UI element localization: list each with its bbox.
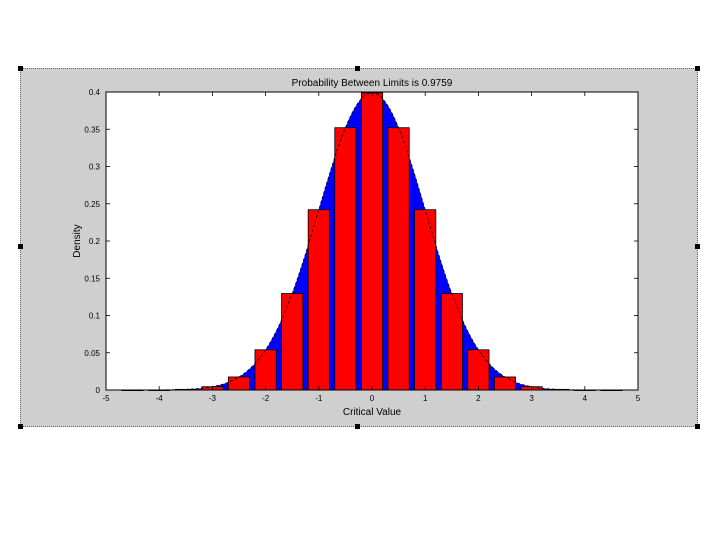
bar (467, 349, 490, 391)
x-tick-label: -5 (102, 394, 110, 403)
y-axis: 0 0.05 0.1 0.15 0.2 0.25 0.3 0.35 0.4 (84, 88, 638, 395)
y-tick-label: 0.15 (84, 274, 100, 283)
resize-handle-middle-right[interactable] (695, 244, 700, 249)
chart-title: Probability Between Limits is 0.9759 (292, 78, 453, 89)
x-axis: -5 -4 -3 -2 -1 0 1 2 3 4 5 (102, 92, 641, 403)
bar (307, 209, 330, 391)
x-tick-label: -2 (262, 394, 270, 403)
y-tick-label: 0.2 (89, 237, 101, 246)
resize-handle-top-middle[interactable] (355, 66, 360, 71)
y-tick-label: 0.4 (89, 88, 101, 97)
y-tick-label: 0.05 (84, 349, 100, 358)
x-tick-label: 3 (529, 394, 534, 403)
bar (281, 293, 304, 391)
bar (227, 376, 251, 391)
x-tick-label: -1 (315, 394, 323, 403)
x-tick-label: -3 (209, 394, 217, 403)
bar (387, 127, 410, 391)
y-axis-label: Density (72, 224, 83, 257)
y-tick-label: 0.25 (84, 200, 100, 209)
y-tick-label: 0.3 (89, 163, 101, 172)
x-tick-label: 5 (636, 394, 641, 403)
bar (493, 376, 517, 391)
bar (414, 209, 437, 391)
x-tick-label: 1 (423, 394, 428, 403)
x-axis-label: Critical Value (343, 407, 402, 418)
x-tick-label: -4 (156, 394, 164, 403)
resize-handle-middle-left[interactable] (18, 244, 23, 249)
bar (440, 293, 463, 391)
resize-handle-bottom-middle[interactable] (355, 424, 360, 429)
x-tick-label: 2 (476, 394, 481, 403)
bar (360, 92, 384, 391)
x-tick-label: 0 (370, 394, 375, 403)
y-tick-label: 0.1 (89, 312, 101, 321)
y-tick-label: 0.35 (84, 125, 100, 134)
bar (254, 349, 277, 391)
resize-handle-top-left[interactable] (18, 66, 23, 71)
y-tick-label: 0 (96, 386, 101, 395)
bar (334, 127, 357, 391)
resize-handle-top-right[interactable] (695, 66, 700, 71)
resize-handle-bottom-right[interactable] (695, 424, 700, 429)
x-tick-label: 4 (583, 394, 588, 403)
resize-handle-bottom-left[interactable] (18, 424, 23, 429)
